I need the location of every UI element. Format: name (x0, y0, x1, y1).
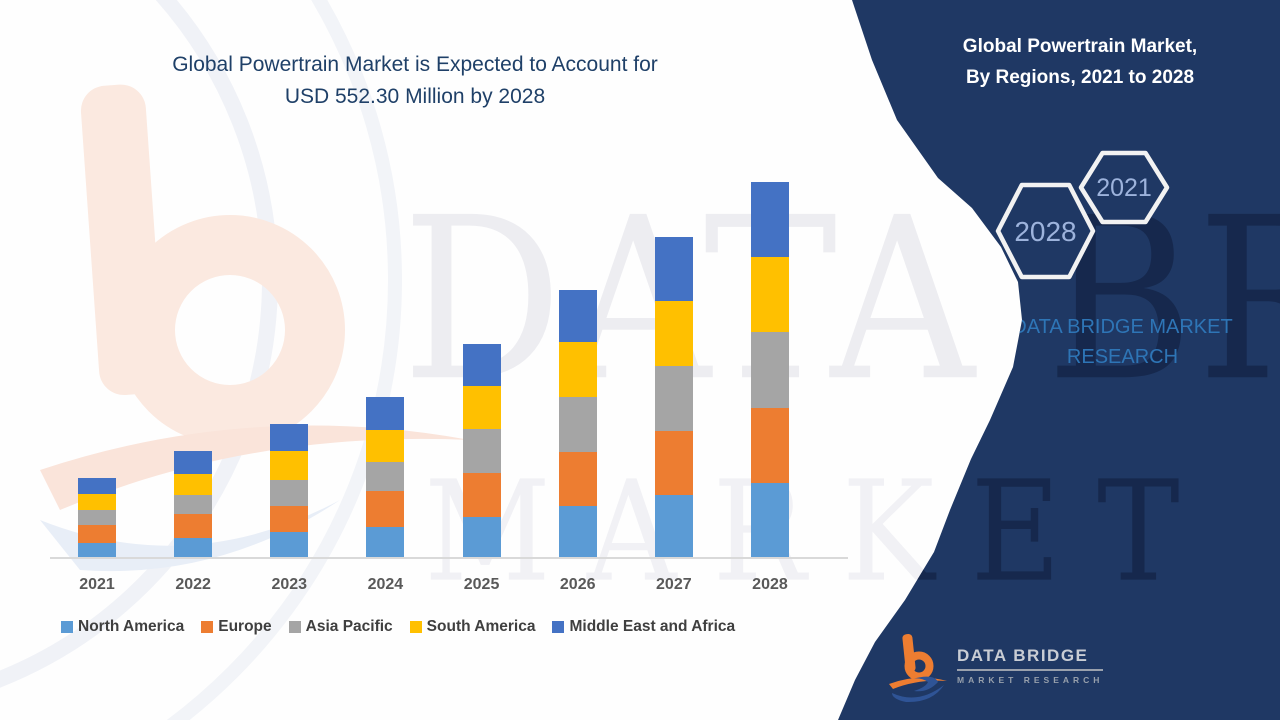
legend-item: Asia Pacific (288, 618, 393, 636)
bar-segment (558, 342, 597, 397)
legend-label: Middle East and Africa (569, 618, 736, 635)
legend-item: South America (409, 618, 536, 636)
bar-segment (78, 510, 116, 525)
x-axis-label: 2027 (656, 576, 692, 593)
bar-segment (366, 526, 405, 558)
bar-segment (462, 516, 501, 558)
dbmr-logo-text: DATA BRIDGE MARKET RESEARCH (957, 646, 1104, 704)
bar-segment (654, 495, 693, 558)
bar-segment (270, 450, 309, 480)
bar-segment (654, 300, 693, 366)
year-hexagons: 2021 2028 (995, 150, 1170, 280)
hexagon-2021: 2021 (1078, 150, 1170, 225)
x-axis-label: 2022 (175, 576, 211, 593)
bar-segment (750, 256, 789, 333)
chart-title-line2: USD 552.30 Million by 2028 (284, 85, 546, 108)
legend-swatch (288, 621, 301, 633)
bar-segment (270, 532, 309, 558)
chart-title-line1: Global Powertrain Market is Expected to … (172, 53, 658, 76)
legend-label: Asia Pacific (305, 618, 393, 635)
hexagon-2028: 2028 (995, 182, 1096, 280)
bar-segment (78, 494, 116, 511)
legend-item: Europe (201, 618, 272, 636)
panel-brand-text: DATA BRIDGE MARKET RESEARCH (1000, 312, 1245, 372)
bar-segment (750, 482, 789, 558)
hexagon-2021-label: 2021 (1096, 174, 1152, 202)
bar-segment (78, 478, 116, 495)
bar-segment (750, 407, 789, 483)
bar-segment (78, 524, 116, 544)
dbmr-logo-icon (889, 633, 947, 703)
bar-segment (750, 332, 789, 408)
legend-swatch (552, 621, 565, 633)
bar-segment (558, 451, 597, 506)
bar-segment (462, 473, 501, 517)
x-axis-line (50, 557, 848, 559)
bar-segment (654, 365, 693, 431)
bar-segment (558, 396, 597, 452)
bar-segment (462, 343, 501, 386)
legend-swatch (201, 621, 214, 633)
dbmr-logo: DATA BRIDGE MARKET RESEARCH (888, 632, 1104, 704)
bar-segment (270, 506, 309, 533)
bar-segment (270, 424, 309, 451)
legend-swatch (409, 621, 422, 633)
bar-segment (174, 513, 213, 538)
legend-label: Europe (218, 618, 272, 635)
bar-segment (654, 430, 693, 496)
x-axis-label: 2028 (752, 576, 788, 593)
panel-title: Global Powertrain Market, By Regions, 20… (900, 31, 1260, 93)
bar-segment (558, 505, 597, 558)
panel-title-line1: Global Powertrain Market, (962, 36, 1198, 57)
legend-label: South America (426, 618, 536, 635)
bar-segment (462, 429, 501, 473)
bar-segment (174, 537, 213, 558)
x-axis-label: 2025 (463, 576, 500, 593)
bar-segment (366, 396, 405, 431)
legend-item: North America (61, 618, 184, 636)
bar-segment (462, 385, 501, 430)
x-axis-label: 2021 (79, 576, 115, 593)
bar-segment (78, 543, 116, 558)
bar-segment (174, 473, 213, 495)
bar-segment (366, 490, 405, 527)
bar-segment (654, 237, 693, 301)
panel-title-line2: By Regions, 2021 to 2028 (965, 67, 1195, 88)
bar-segment (366, 430, 405, 463)
x-axis-label: 2024 (367, 576, 404, 593)
legend-item: Middle East and Africa (552, 618, 735, 636)
dbmr-logo-subtitle: MARKET RESEARCH (957, 675, 1104, 685)
hexagon-2028-label: 2028 (1014, 216, 1076, 247)
x-axis-label: 2026 (559, 576, 596, 593)
legend-swatch (61, 621, 73, 633)
bar-segment (366, 462, 405, 491)
chart-title: Global Powertrain Market is Expected to … (0, 49, 830, 113)
bar-segment (270, 479, 309, 507)
panel-brand-line2: RESEARCH (1066, 346, 1179, 368)
bar-segment (174, 494, 213, 514)
dbmr-logo-name: DATA BRIDGE (957, 646, 1104, 671)
bar-segment (558, 290, 597, 343)
x-axis-label: 2023 (271, 576, 308, 593)
chart-legend: North America Europe Asia Pacific South Ame… (61, 618, 735, 636)
bar-segment (750, 182, 789, 257)
panel-brand-line1: DATA BRIDGE MARKET (1012, 316, 1233, 338)
legend-label: North America (78, 618, 185, 635)
bar-segment (174, 451, 213, 474)
